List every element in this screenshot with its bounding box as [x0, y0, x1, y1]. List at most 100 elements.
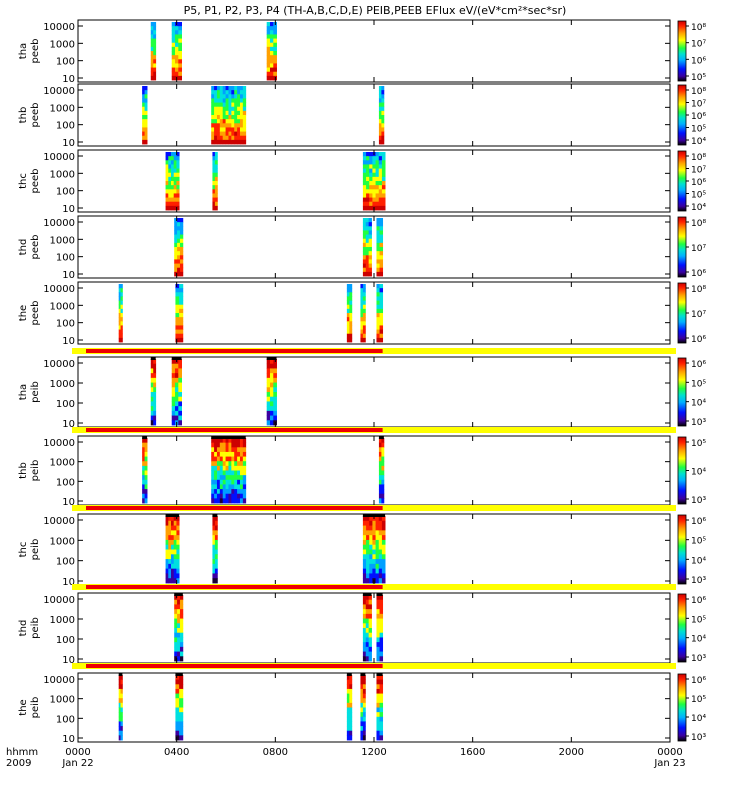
spectrogram-cell — [219, 465, 224, 471]
spectrogram-cell — [171, 63, 176, 68]
spectrogram-cell — [368, 226, 372, 231]
spectrogram-cell — [179, 679, 184, 685]
spectrogram-cell — [175, 382, 179, 388]
spectrogram-cell — [273, 34, 277, 39]
spectrogram-cell — [175, 377, 179, 383]
spectrogram-cell — [153, 26, 157, 31]
spectrogram-cell — [378, 461, 382, 467]
y-tick-label: 100 — [56, 714, 75, 725]
colorbar-label: 10⁶ — [691, 112, 706, 122]
y-tick-label: 10000 — [43, 675, 75, 686]
spectrogram-cell — [171, 410, 176, 416]
spectrogram-cell — [120, 716, 123, 722]
spectrogram-cell — [176, 535, 180, 541]
spectrogram-cell — [219, 461, 224, 467]
spectrogram-cell — [269, 30, 274, 35]
spectrogram-cell — [381, 451, 385, 457]
spectrogram-cell — [362, 152, 367, 157]
spectrogram-cell — [174, 604, 178, 610]
spectrogram-cell — [214, 172, 218, 178]
spectrogram-cell — [372, 568, 376, 574]
spectrogram-cell — [118, 693, 121, 699]
spectrogram-cell — [273, 30, 277, 35]
spectrogram-cell — [372, 197, 376, 203]
spectrogram-cell — [171, 382, 176, 388]
spectrogram-cell — [239, 119, 244, 124]
spectrogram-cell — [237, 475, 241, 481]
spectrogram-cell — [362, 609, 367, 615]
spectrogram-cell — [376, 721, 380, 727]
spectrogram-cell — [176, 559, 180, 565]
spectrogram-cell — [171, 59, 176, 64]
spectrogram-cell — [175, 317, 180, 322]
y-tick-label: 10000 — [43, 22, 75, 33]
spectrogram-cell — [372, 160, 376, 165]
spectrogram-cell — [144, 90, 148, 95]
spectrogram-cell — [234, 479, 238, 485]
spectrogram-cell — [175, 38, 179, 44]
spectrogram-cell — [177, 218, 181, 223]
colorbar — [677, 593, 687, 663]
spectrogram-cell — [165, 205, 169, 211]
spectrogram-cell — [366, 160, 370, 165]
spectrogram-cell — [222, 465, 226, 471]
spectrogram-cell — [118, 333, 121, 339]
spectrogram-cell — [212, 164, 216, 169]
spectrogram-cell — [171, 55, 176, 60]
spectrogram-cell — [144, 139, 148, 145]
spectrogram-interval — [266, 357, 277, 426]
spectrogram-cell — [366, 152, 370, 157]
spectrogram-cell — [349, 288, 353, 293]
spectrogram-cell — [153, 420, 157, 426]
spectrogram-cell — [266, 415, 271, 421]
spectrogram-cell — [211, 139, 215, 145]
spectrogram-cell — [266, 373, 271, 379]
spectrogram-cell — [170, 189, 175, 194]
spectrogram-cell — [375, 189, 380, 194]
y-tick-label: 10 — [62, 734, 75, 745]
spectrogram-cell — [376, 288, 380, 293]
spectrogram-cell — [170, 544, 175, 550]
spectrogram-cell — [237, 465, 241, 471]
spectrogram-cell — [266, 22, 271, 27]
spectrogram-cell — [365, 623, 370, 629]
spectrogram-interval — [118, 284, 123, 343]
spectrogram-cell — [349, 300, 353, 306]
spectrogram-cell — [266, 30, 271, 35]
spectrogram-cell — [144, 456, 148, 462]
spectrogram-cell — [175, 67, 179, 73]
spectrogram-cell — [212, 554, 216, 560]
spectrogram-cell — [369, 554, 373, 560]
spectrogram-cell — [171, 406, 176, 412]
spectrogram-cell — [231, 94, 235, 99]
spectrogram-cell — [379, 259, 384, 264]
spectrogram-cell — [120, 675, 123, 681]
colorbar-label: 10⁶ — [691, 596, 706, 606]
spectrogram-cell — [266, 363, 271, 369]
spectrogram-cell — [365, 234, 370, 240]
spectrogram-cell — [376, 656, 380, 662]
spectrogram-cell — [225, 498, 229, 504]
spectrogram-cell — [177, 267, 181, 273]
spectrogram-cell — [168, 205, 172, 211]
spectrogram-cell — [212, 516, 216, 522]
spectrogram-cell — [222, 438, 226, 444]
spectrogram-cell — [175, 308, 180, 314]
spectrogram-interval — [376, 673, 384, 741]
spectrogram-cell — [214, 197, 218, 203]
spectrogram-cell — [369, 172, 373, 178]
colorbar-label: 10⁷ — [691, 100, 706, 110]
spectrogram-cell — [118, 698, 121, 704]
spectrogram-cell — [179, 618, 184, 624]
spectrogram-cell — [165, 189, 169, 194]
spectrogram-cell — [175, 30, 179, 35]
spectrogram-cell — [142, 127, 145, 132]
colorbar-label: 10⁸ — [691, 285, 706, 295]
spectrogram-cell — [179, 623, 184, 629]
spectrogram-cell — [379, 730, 384, 736]
spectrogram-cell — [120, 707, 123, 713]
spectrogram-cell — [212, 520, 216, 526]
spectrogram-cell — [242, 484, 247, 490]
spectrogram-cell — [231, 475, 235, 481]
